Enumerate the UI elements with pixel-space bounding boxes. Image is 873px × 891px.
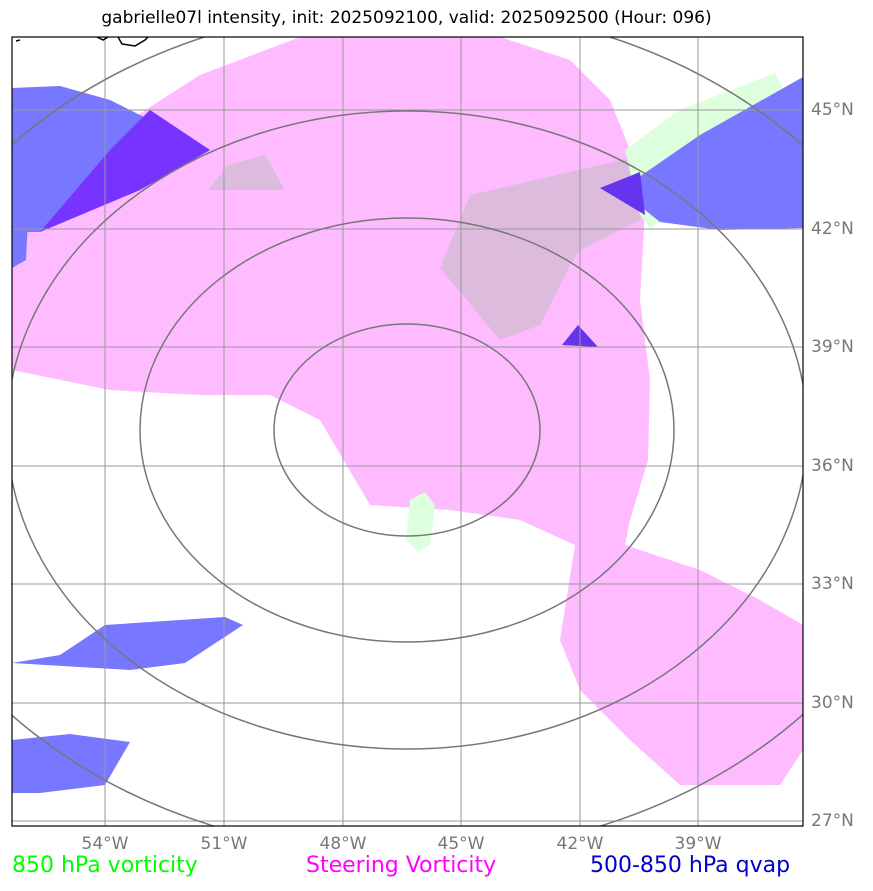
qvap-area [620,77,803,230]
lat-tick-label: 39°N [811,337,854,357]
lat-tick-label: 27°N [811,811,854,831]
lat-tick-label: 36°N [811,456,854,476]
lon-tick-label: 42°W [556,834,604,854]
legend-850-vorticity: 850 hPa vorticity [12,853,198,878]
vorticity-850-area [406,492,435,552]
qvap-area [12,617,243,670]
lat-tick-label: 30°N [811,693,854,713]
lat-tick-label: 45°N [811,100,854,120]
qvap-area [40,110,210,232]
map-title: gabrielle07l intensity, init: 2025092100… [101,8,712,28]
legend-steering-vorticity: Steering Vorticity [306,853,497,878]
lat-tick-label: 33°N [811,574,854,594]
lat-tick-label: 42°N [811,219,854,239]
range-rings [12,37,803,826]
coastline [15,37,149,47]
lon-tick-label: 48°W [319,834,367,854]
lon-tick-label: 54°W [81,834,129,854]
legend-qvap: 500-850 hPa qvap [590,853,791,878]
overlap-area [208,155,285,190]
qvap-area [12,218,28,268]
overlap-area [440,158,645,340]
qvap-area [600,172,645,215]
map-frame [11,36,804,827]
lon-tick-label: 51°W [200,834,248,854]
lon-tick-label: 45°W [437,834,485,854]
lon-tick-label: 39°W [674,834,722,854]
